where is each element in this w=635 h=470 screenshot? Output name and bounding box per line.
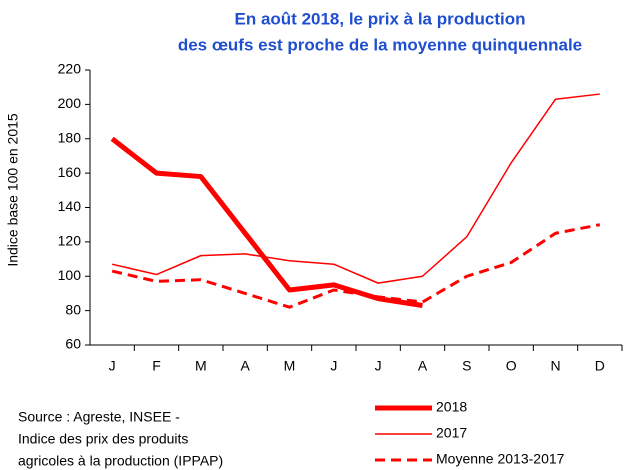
source: Indice des prix des produits (18, 431, 188, 447)
x-tick-label: S (462, 358, 471, 374)
y-tick-label: 220 (58, 61, 82, 77)
x-tick-label: O (506, 358, 517, 374)
legend-label: 2018 (436, 399, 467, 415)
x-tick-label: A (418, 358, 428, 374)
y-tick-label: 200 (58, 95, 82, 111)
chart-title: des œufs est proche de la moyenne quinqu… (178, 35, 582, 54)
y-tick-label: 160 (58, 164, 82, 180)
series-line (111, 223, 601, 309)
y-tick-label: 120 (58, 233, 82, 249)
x-tick-label: F (152, 358, 161, 374)
y-axis-label: Indice base 100 en 2015 (5, 113, 21, 267)
y-tick-label: 140 (58, 198, 82, 214)
y-tick-label: 80 (65, 301, 81, 317)
x-tick-label: D (595, 358, 605, 374)
x-tick-label: J (109, 358, 116, 374)
legend-label: 2017 (436, 425, 467, 441)
y-tick-label: 60 (65, 336, 81, 352)
y-tick-label: 100 (58, 267, 82, 283)
x-tick-label: M (284, 358, 296, 374)
x-tick-label: A (240, 358, 250, 374)
chart-title: En août 2018, le prix à la production (235, 9, 526, 28)
series-line (110, 136, 423, 308)
legend-label: Moyenne 2013-2017 (436, 451, 565, 467)
x-tick-label: J (330, 358, 337, 374)
series-line (111, 93, 600, 284)
source: agricoles à la production (IPPAP) (18, 453, 223, 469)
x-tick-label: N (550, 358, 560, 374)
y-tick-label: 180 (58, 129, 82, 145)
source: Source : Agreste, INSEE - (18, 409, 180, 425)
x-tick-label: M (195, 358, 207, 374)
x-tick-label: J (375, 358, 382, 374)
